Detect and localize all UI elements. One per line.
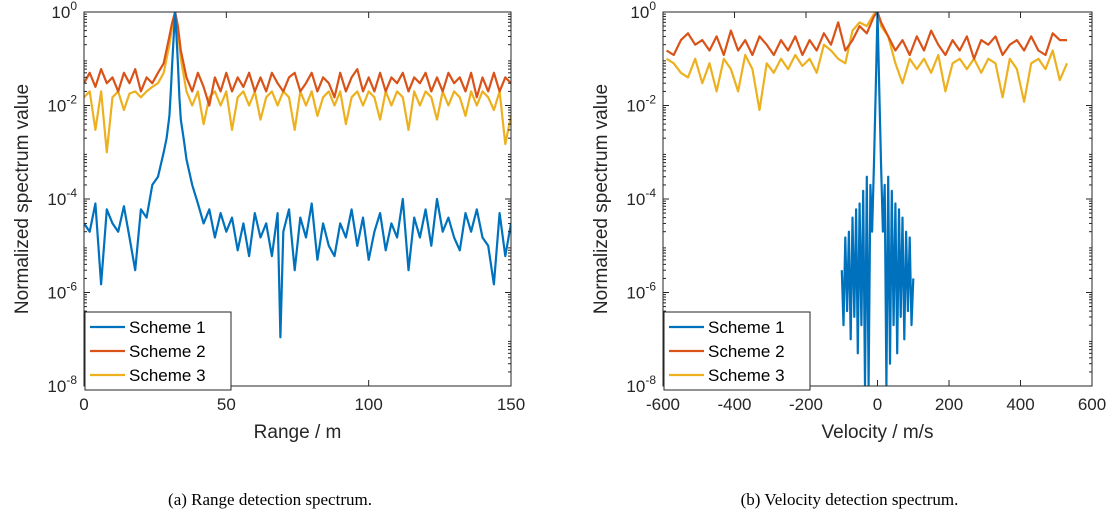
y-tick-label: 10-2 [626,93,656,116]
legend-label-1: Scheme 1 [708,318,785,337]
series-group [84,12,511,339]
x-tick-label: 400 [1006,395,1034,414]
y-axis-label: Normalized spectrum value [591,84,612,314]
x-tick-label: -600 [646,395,680,414]
x-axis-label: Range / m [254,422,342,443]
x-tick-label: -200 [789,395,823,414]
series-line-2 [666,12,1067,60]
y-tick-label: 100 [51,0,77,22]
series-line-3 [666,12,1069,112]
legend-label-2: Scheme 2 [708,342,785,361]
y-tick-label: 100 [630,0,656,22]
series-line-1 [840,12,915,386]
legend-label-1: Scheme 1 [129,318,206,337]
y-tick-label: 10-4 [47,186,77,209]
series-line-1 [84,12,511,339]
range-detection-panel: 0 50 100 150 10-8 10-6 10-4 10-2 100 Range / m Nor… [0,0,540,518]
legend-label-3: Scheme 3 [129,366,206,385]
legend: Scheme 1 Scheme 2 Scheme 3 [663,311,811,391]
range-spectrum-chart: 0 50 100 150 10-8 10-6 10-4 10-2 100 Range / m Nor… [12,0,525,443]
x-tick-label: 0 [873,395,882,414]
caption-b: (b) Velocity detection spectrum. [740,490,959,509]
legend-label-3: Scheme 3 [708,366,785,385]
y-tick-label: 10-2 [47,93,77,116]
y-tick-label: 10-6 [47,280,77,303]
x-axis-label: Velocity / m/s [822,422,934,443]
series-line-3 [84,12,511,154]
velocity-detection-panel: -600 -400 -200 0 200 400 600 10-8 10-6 10-4 10-2 10… [580,0,1119,518]
x-tick-label: 100 [354,395,382,414]
legend: Scheme 1 Scheme 2 Scheme 3 [84,311,232,391]
x-tick-label: -400 [717,395,751,414]
x-tick-label: 0 [79,395,88,414]
series-line-2 [84,12,511,107]
caption-a: (a) Range detection spectrum. [168,490,372,509]
x-tick-label: 150 [497,395,525,414]
y-axis-label: Normalized spectrum value [12,84,33,314]
series-group [666,12,1069,386]
x-tick-label: 50 [217,395,236,414]
x-tick-label: 600 [1078,395,1106,414]
velocity-spectrum-chart: -600 -400 -200 0 200 400 600 10-8 10-6 10-4 10-2 10… [591,0,1106,443]
x-tick-label: 200 [935,395,963,414]
y-tick-label: 10-8 [626,373,656,396]
y-tick-label: 10-4 [626,186,656,209]
y-tick-label: 10-8 [47,373,77,396]
legend-label-2: Scheme 2 [129,342,206,361]
y-tick-label: 10-6 [626,280,656,303]
